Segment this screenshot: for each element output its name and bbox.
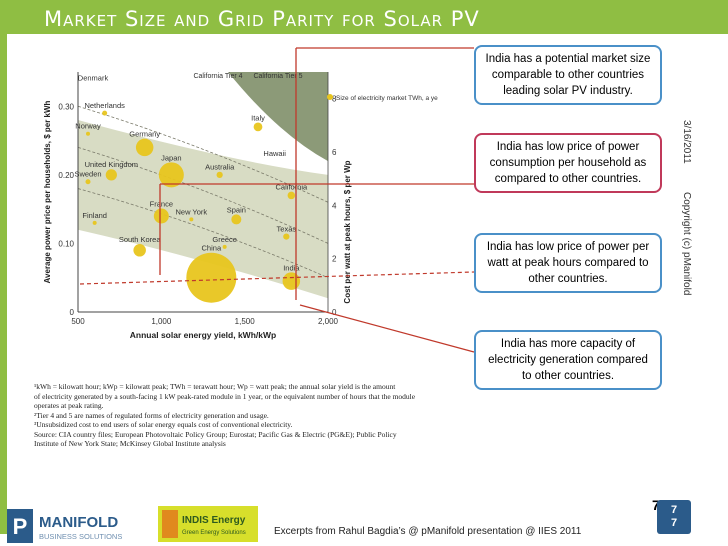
point-label: United Kingdom	[85, 160, 138, 169]
y-axis-label: Average power price per households, $ pe…	[43, 100, 52, 283]
footnote-line: operates at peak rating.	[34, 401, 104, 410]
bubble-greece	[222, 244, 227, 249]
callout-capacity: India has more capacity of electricity g…	[474, 330, 662, 390]
bubble-australia	[216, 171, 223, 178]
side-date: 3/16/2011	[681, 120, 692, 164]
callout-market-size: India has a potential market size compar…	[474, 45, 662, 105]
y2-tick-label: 0	[332, 308, 337, 317]
pmanifold-logo-letter: P	[13, 514, 28, 539]
y2-axis-label: Cost per watt at peak hours, $ per Wp	[343, 160, 352, 303]
point-label: Norway	[75, 122, 101, 131]
point-label: New York	[175, 207, 207, 216]
bubble-germany	[135, 138, 154, 157]
pmanifold-logo-tagline: BUSINESS SOLUTIONS	[39, 532, 122, 541]
page-box-line: 7	[670, 504, 678, 516]
side-info: 3/16/2011 Copyright (c) pManifold	[666, 120, 696, 320]
title-bar	[0, 0, 728, 34]
page-box-line: 7	[670, 517, 678, 529]
parity-curve	[77, 105, 329, 203]
indis-logo-mark	[162, 510, 178, 538]
tier-label: California Tier 4	[193, 73, 242, 80]
chart-footnotes: ¹kWh = kilowatt hour; kWp = kilowatt pea…	[34, 382, 444, 449]
footnote-line: ³Unsubsidized cost to end users of solar…	[34, 420, 293, 429]
point-label: Finland	[82, 211, 107, 220]
footnote-line: of electricity generated by a south-faci…	[34, 391, 416, 401]
bubble-italy	[253, 122, 263, 132]
point-label: South Korea	[119, 235, 162, 244]
page-number: 7	[652, 497, 660, 513]
point-label: Japan	[161, 153, 181, 162]
legend-bubble	[327, 94, 333, 100]
bubble-japan	[158, 162, 184, 188]
point-label: Hawaii	[263, 149, 286, 158]
bubble-france	[153, 208, 169, 224]
point-label: France	[150, 200, 173, 209]
pmanifold-logo-name: MANIFOLD	[39, 514, 118, 531]
x-tick-label: 500	[71, 317, 85, 326]
bubble-united-kingdom	[105, 169, 117, 181]
footnote-line: Institute of New York State; McKinsey Gl…	[34, 439, 226, 448]
pmanifold-logo: P MANIFOLD BUSINESS SOLUTIONS	[7, 509, 122, 543]
legend-text: Size of electricity market TWh, a year	[336, 95, 438, 102]
point-label: Greece	[212, 235, 237, 244]
left-accent-bar	[0, 34, 7, 534]
point-label: Texas	[277, 224, 297, 233]
point-label: Denmark	[78, 74, 109, 83]
point-label: China	[202, 244, 222, 253]
point-label: Sweden	[74, 170, 101, 179]
page-number-box: 7 7	[657, 500, 691, 534]
bubble-california	[287, 191, 296, 200]
y-tick-label: 0.10	[58, 239, 74, 248]
bubble-texas	[283, 233, 290, 240]
tier-label: California Tier 5	[253, 73, 302, 80]
indis-energy-logo: INDIS Energy Green Energy Solutions	[158, 506, 258, 542]
y-tick-label: 0.30	[58, 102, 74, 111]
x-tick-label: 1,500	[235, 317, 256, 326]
footnote-line: ²Tier 4 and 5 are names of regulated for…	[34, 410, 269, 420]
y2-tick-label: 2	[332, 255, 337, 264]
bubble-spain	[231, 214, 242, 225]
indis-logo-tagline: Green Energy Solutions	[182, 530, 246, 536]
bubble-south-korea	[133, 244, 146, 257]
y2-tick-label: 8	[332, 95, 337, 104]
point-label: Spain	[227, 205, 246, 214]
side-copyright: Copyright (c) pManifold	[681, 192, 692, 296]
point-label: Italy	[251, 113, 265, 122]
callout-household-price: India has low price of power consumption…	[474, 133, 662, 193]
footnote-line: Source: CIA country files; European Phot…	[34, 429, 397, 439]
grid-parity-band-dark	[228, 72, 328, 162]
y2-tick-label: 4	[332, 201, 337, 210]
grid-parity-band-light	[78, 120, 328, 299]
bubble-netherlands	[102, 110, 108, 116]
x-axis-label: Annual solar energy yield, kWh/kWp	[130, 330, 276, 340]
bubble-norway	[86, 131, 90, 136]
point-label: Germany	[129, 130, 160, 139]
pmanifold-logo-mark	[7, 509, 33, 543]
y-tick-label: 0.20	[58, 171, 74, 180]
bubble-china	[186, 252, 237, 303]
connector-capacity	[299, 304, 475, 353]
connector-peak-price	[79, 271, 475, 285]
bubble-new-york	[189, 217, 194, 222]
bubble-finland	[92, 220, 97, 225]
bubble-sweden	[85, 179, 91, 185]
x-tick-label: 2,000	[318, 317, 339, 326]
indis-logo-name: INDIS Energy	[182, 515, 246, 526]
footnote-line: ¹kWh = kilowatt hour; kWp = kilowatt pea…	[34, 382, 396, 391]
footer-note: Excerpts from Rahul Bagdia’s @ pManifold…	[274, 526, 582, 537]
callout-peak-price: India has low price of power per watt at…	[474, 233, 662, 293]
y2-tick-label: 6	[332, 148, 337, 157]
slide-title: Market Size and Grid Parity for Solar PV	[44, 7, 480, 31]
point-label: Netherlands	[84, 101, 125, 110]
parity-curve	[77, 147, 329, 244]
x-tick-label: 1,000	[151, 317, 172, 326]
point-label: India	[283, 263, 300, 272]
point-label: Australia	[205, 163, 235, 172]
y-tick-label: 0	[70, 308, 75, 317]
grid-parity-chart: 500 1,000 1,500 2,000 0 0.10 0.20 0.30 0 2 4 6 8 Annu…	[38, 62, 444, 472]
chart-svg: 500 1,000 1,500 2,00000.100.200.3002468Annu…	[43, 72, 444, 340]
point-label: California	[275, 183, 308, 192]
